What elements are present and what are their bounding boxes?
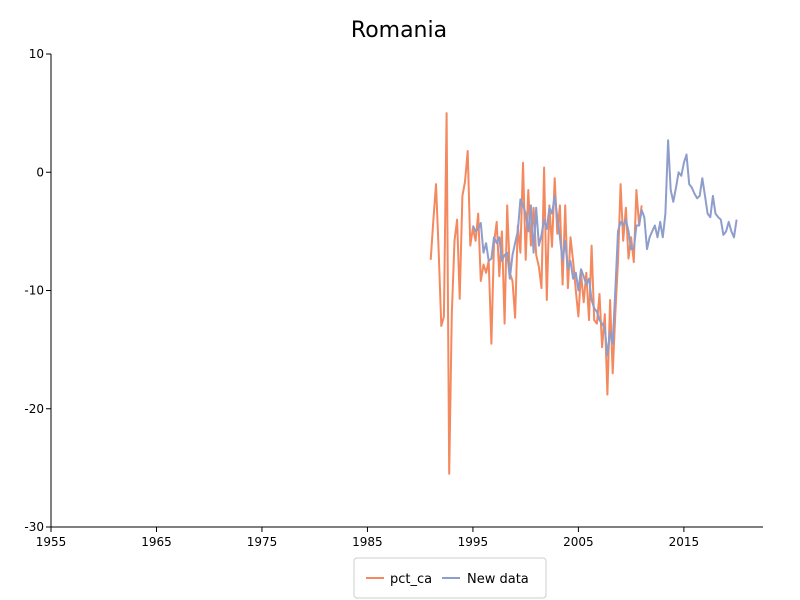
x-tick-label: 1955	[36, 535, 67, 549]
y-tick-label: -10	[24, 284, 44, 298]
y-tick-label: 0	[36, 165, 44, 179]
x-tick-label: 2005	[563, 535, 594, 549]
y-tick-label: -20	[24, 402, 44, 416]
series-line-new-data	[471, 139, 738, 357]
legend-label-pct-ca: pct_ca	[390, 572, 432, 587]
plot-area	[429, 112, 738, 475]
x-tick-label: 1995	[458, 535, 489, 549]
series-line-pct-ca	[429, 112, 643, 475]
legend: pct_ca New data	[353, 557, 547, 599]
y-axis-ticks: 10 0 -10 -20 -30	[24, 47, 51, 534]
x-axis-ticks: 1955 1965 1975 1985 1995 2005 2015	[36, 527, 699, 549]
x-tick-label: 1985	[352, 535, 383, 549]
chart-title: Romania	[351, 18, 447, 43]
x-tick-label: 1975	[247, 535, 278, 549]
y-tick-label: 10	[29, 47, 44, 61]
x-tick-label: 2015	[669, 535, 700, 549]
x-tick-label: 1965	[141, 535, 172, 549]
y-tick-label: -30	[24, 520, 44, 534]
axes	[50, 54, 763, 528]
legend-label-new-data: New data	[467, 572, 529, 587]
